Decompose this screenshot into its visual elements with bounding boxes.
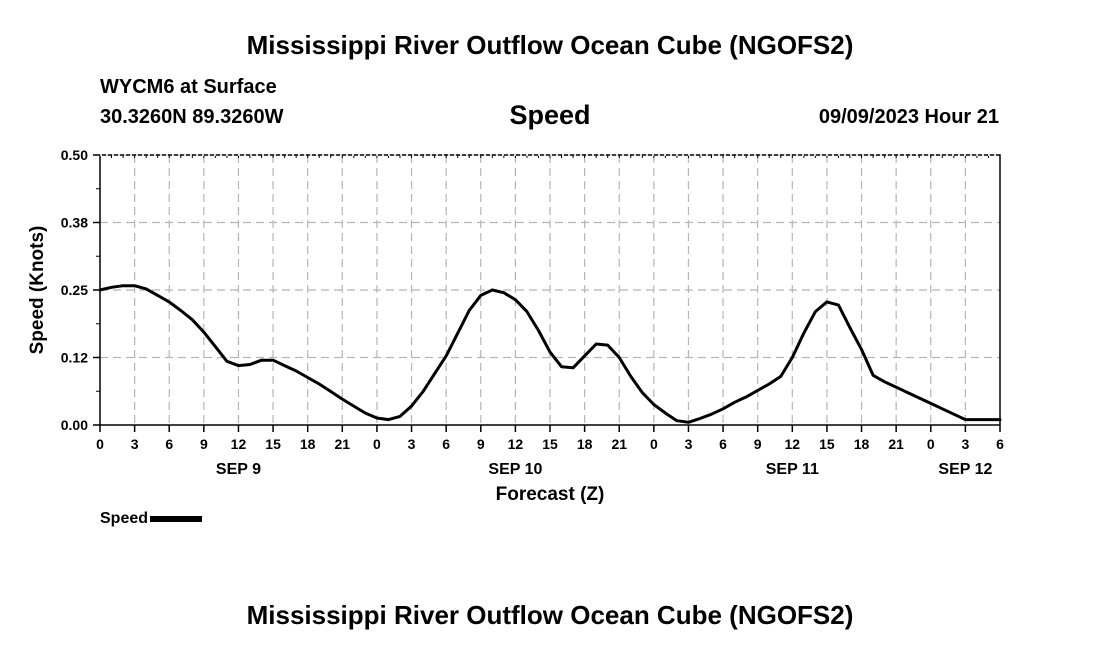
- x-tick-label: 15: [542, 436, 558, 452]
- x-tick-label: 3: [961, 436, 969, 452]
- x-tick-label: 12: [508, 436, 524, 452]
- x-tick-label: 0: [373, 436, 381, 452]
- x-tick-label: 18: [577, 436, 593, 452]
- page-title-top: Mississippi River Outflow Ocean Cube (NG…: [246, 30, 854, 60]
- y-tick-label: 0.12: [61, 350, 88, 366]
- y-tick-label: 0.50: [61, 147, 88, 163]
- x-tick-label: 0: [96, 436, 104, 452]
- y-tick-label: 0.25: [61, 282, 88, 298]
- x-day-label: SEP 10: [488, 461, 542, 478]
- x-tick-label: 3: [131, 436, 139, 452]
- x-tick-label: 3: [408, 436, 416, 452]
- station-coords: 30.3260N 89.3260W: [100, 106, 284, 128]
- x-tick-label: 6: [165, 436, 173, 452]
- x-day-label: SEP 9: [216, 461, 261, 478]
- series-line-speed: [98, 284, 1002, 424]
- x-tick-label: 15: [265, 436, 281, 452]
- legend-swatch: [150, 515, 203, 522]
- x-tick-label: 6: [719, 436, 727, 452]
- x-tick-label: 0: [650, 436, 658, 452]
- x-tick-label: 18: [300, 436, 316, 452]
- x-tick-label: 21: [335, 436, 351, 452]
- x-tick-label: 21: [611, 436, 627, 452]
- x-tick-label: 9: [754, 436, 762, 452]
- x-day-label: SEP 11: [766, 461, 819, 478]
- x-tick-label: 12: [231, 436, 247, 452]
- chart-variable-title: Speed: [509, 100, 591, 130]
- x-tick-label: 18: [854, 436, 870, 452]
- y-axis-label: Speed (Knots): [27, 226, 48, 355]
- x-tick-label: 6: [442, 436, 450, 452]
- station-label: WYCM6 at Surface: [100, 76, 277, 98]
- y-tick-label: 0.38: [61, 215, 88, 231]
- x-tick-label: 9: [200, 436, 208, 452]
- x-tick-label: 15: [819, 436, 835, 452]
- x-day-label: SEP 12: [938, 461, 992, 478]
- x-tick-label: 9: [477, 436, 485, 452]
- x-tick-label: 12: [785, 436, 801, 452]
- legend: Speed: [100, 510, 203, 528]
- legend-label: Speed: [100, 510, 149, 527]
- x-tick-label: 21: [888, 436, 904, 452]
- page-title-bottom: Mississippi River Outflow Ocean Cube (NG…: [246, 600, 854, 630]
- x-tick-label: 3: [685, 436, 693, 452]
- x-tick-label: 0: [927, 436, 935, 452]
- y-tick-label: 0.00: [61, 417, 88, 433]
- x-tick-label: 6: [996, 436, 1004, 452]
- x-axis-label: Forecast (Z): [496, 484, 605, 505]
- forecast-datetime: 09/09/2023 Hour 21: [818, 106, 999, 128]
